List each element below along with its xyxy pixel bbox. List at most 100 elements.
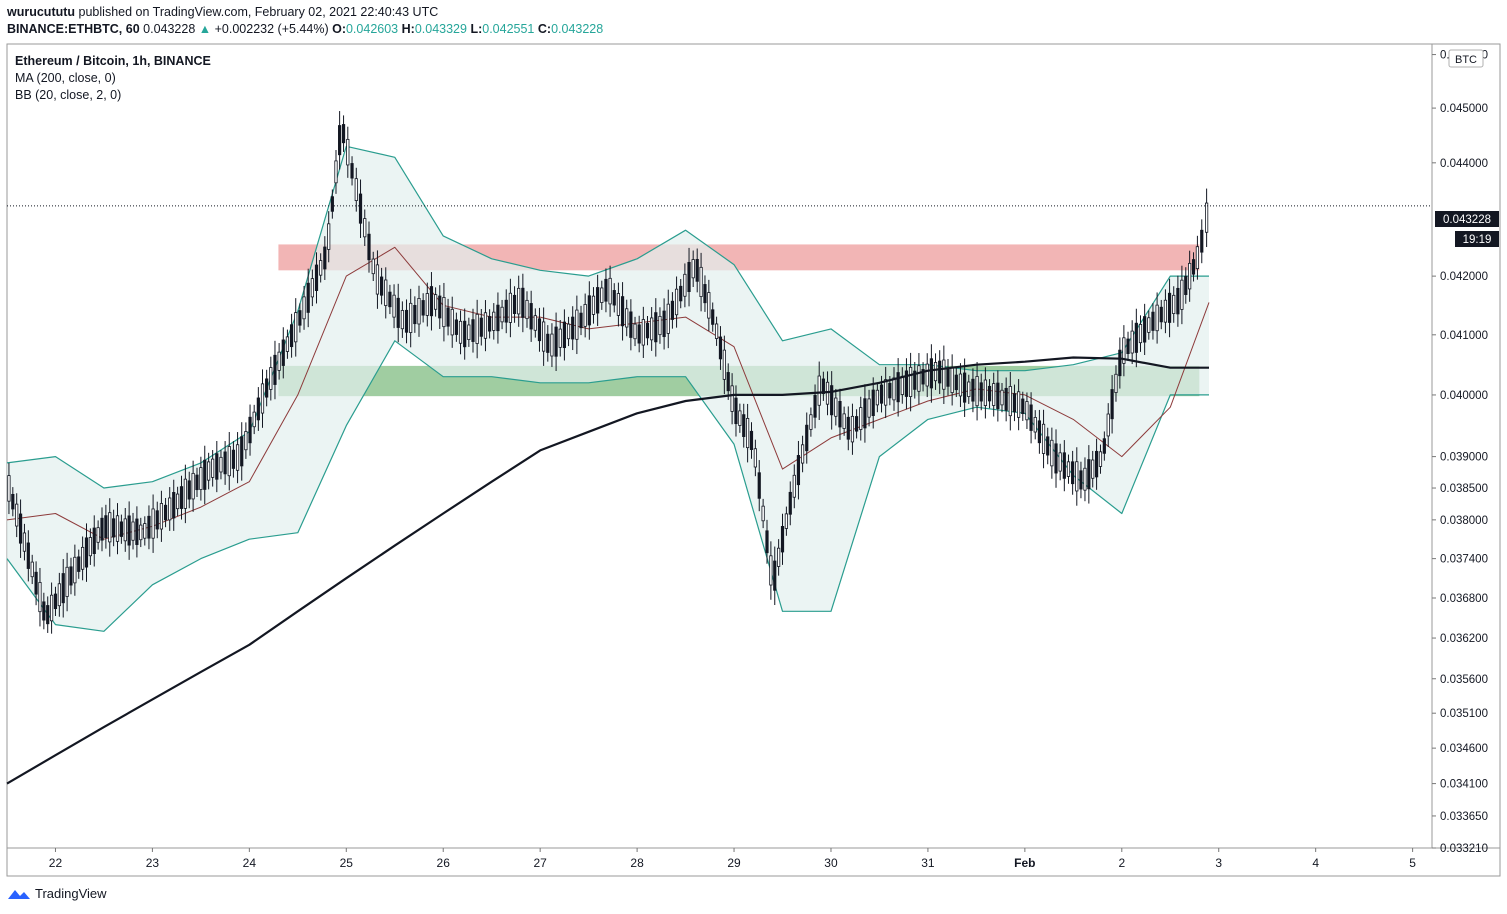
candle-body: [338, 125, 342, 156]
candle-body: [341, 124, 346, 144]
candle-body: [442, 297, 446, 328]
candle: [413, 296, 417, 333]
candle: [963, 358, 967, 417]
price-tick-label: 0.033650: [1440, 811, 1488, 823]
price-tick-label: 0.038500: [1440, 483, 1488, 495]
candle: [77, 549, 81, 579]
price-tick-label: 0.045000: [1440, 103, 1488, 115]
candle-body: [917, 365, 921, 392]
time-axis[interactable]: [6, 847, 1501, 877]
candle: [207, 452, 211, 490]
candle: [546, 325, 550, 362]
candle-body: [168, 497, 172, 521]
candle-body: [367, 233, 371, 261]
candle-body: [1130, 330, 1134, 354]
candle: [483, 300, 488, 352]
candle: [867, 389, 871, 427]
time-tick-label: 31: [921, 856, 935, 870]
candle-body: [388, 291, 392, 308]
candle: [446, 298, 450, 336]
candle: [84, 523, 89, 582]
candle: [616, 282, 621, 327]
candle-body: [765, 530, 769, 554]
candle-body: [281, 339, 285, 366]
candle-body: [330, 196, 334, 212]
candle: [654, 298, 658, 357]
candle: [38, 567, 42, 627]
candle-body: [637, 324, 641, 344]
candle: [620, 282, 625, 341]
candle-body: [1094, 450, 1099, 478]
candle: [199, 456, 203, 501]
candle-body: [61, 573, 65, 604]
candle: [846, 406, 850, 451]
candle-body: [761, 505, 765, 522]
chart-pane[interactable]: [6, 43, 1433, 849]
candle: [69, 557, 73, 595]
candle-body: [967, 381, 971, 398]
candle-body: [151, 508, 155, 539]
candle-body: [46, 605, 50, 625]
candle-body: [467, 324, 471, 340]
candle: [256, 387, 260, 431]
candle-body: [792, 474, 796, 498]
candle-body: [131, 521, 135, 541]
candle-body: [554, 326, 558, 357]
candle-body: [314, 264, 319, 291]
candle-body: [971, 378, 975, 402]
candle-body: [375, 264, 380, 295]
candle: [1008, 371, 1012, 431]
price-tick-label: 0.035100: [1440, 708, 1488, 720]
candle-body: [777, 547, 781, 567]
high-value: 0.043329: [414, 22, 467, 36]
candle-body: [821, 378, 825, 394]
candle: [550, 323, 554, 368]
candle: [777, 539, 781, 576]
candle: [695, 248, 699, 293]
candle-body: [65, 566, 69, 597]
price-axis-ticks: 0.0460000.0450000.0440000.0420000.041000…: [1432, 50, 1488, 855]
candle-body: [587, 295, 591, 326]
candle: [235, 432, 240, 484]
candle-body: [289, 324, 294, 348]
candle: [143, 516, 147, 546]
candle-body: [525, 299, 529, 320]
candle-body: [1041, 423, 1046, 454]
candle-body: [533, 315, 537, 331]
candle-body: [183, 478, 187, 509]
candle: [1017, 379, 1021, 431]
candle: [650, 307, 654, 351]
candle: [341, 115, 346, 152]
candle: [46, 596, 50, 633]
candle: [566, 316, 571, 347]
candle: [1200, 219, 1204, 264]
publish-info: wurucututu published on TradingView.com,…: [7, 5, 438, 19]
candle: [913, 362, 917, 399]
price-tick-label: 0.042000: [1440, 271, 1488, 283]
candle-body: [1017, 391, 1021, 418]
candle-body: [219, 456, 223, 473]
candle-body: [738, 410, 742, 426]
footer-brand[interactable]: TradingView: [7, 886, 107, 901]
candle: [1122, 325, 1126, 377]
candle-body: [805, 424, 809, 452]
candle: [1143, 303, 1147, 356]
candle-body: [954, 374, 958, 391]
candle: [363, 209, 367, 247]
price-tick-label: 0.040000: [1440, 390, 1488, 402]
candle: [7, 462, 11, 515]
candle: [319, 253, 323, 283]
candle-body: [913, 370, 917, 390]
candle: [34, 561, 38, 606]
candle: [475, 299, 479, 359]
candle-body: [1118, 349, 1122, 377]
candle: [1075, 447, 1079, 506]
candle: [463, 308, 467, 360]
candle-body: [104, 515, 108, 538]
candle-body: [504, 299, 508, 323]
candle: [863, 384, 867, 443]
candle: [1091, 450, 1095, 488]
candle-body: [231, 449, 236, 469]
candle: [18, 499, 23, 558]
